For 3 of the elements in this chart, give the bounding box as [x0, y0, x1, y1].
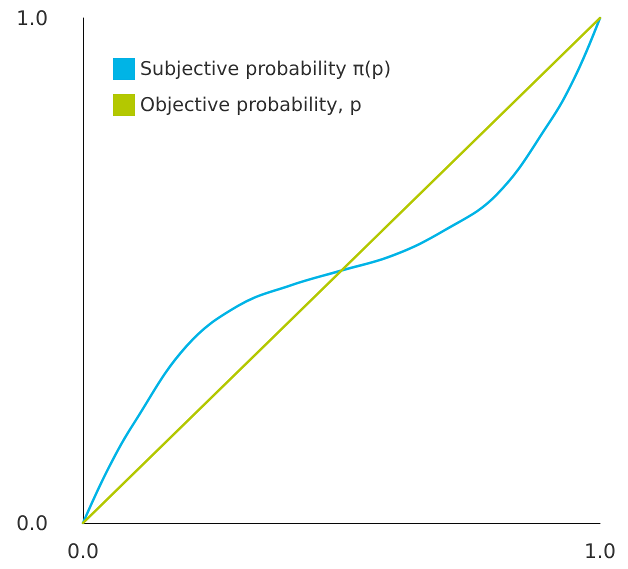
- line-series: [82, 16, 602, 524]
- legend-label: Objective probability, p: [140, 94, 362, 116]
- legend-label: Subjective probability π(p): [140, 58, 392, 80]
